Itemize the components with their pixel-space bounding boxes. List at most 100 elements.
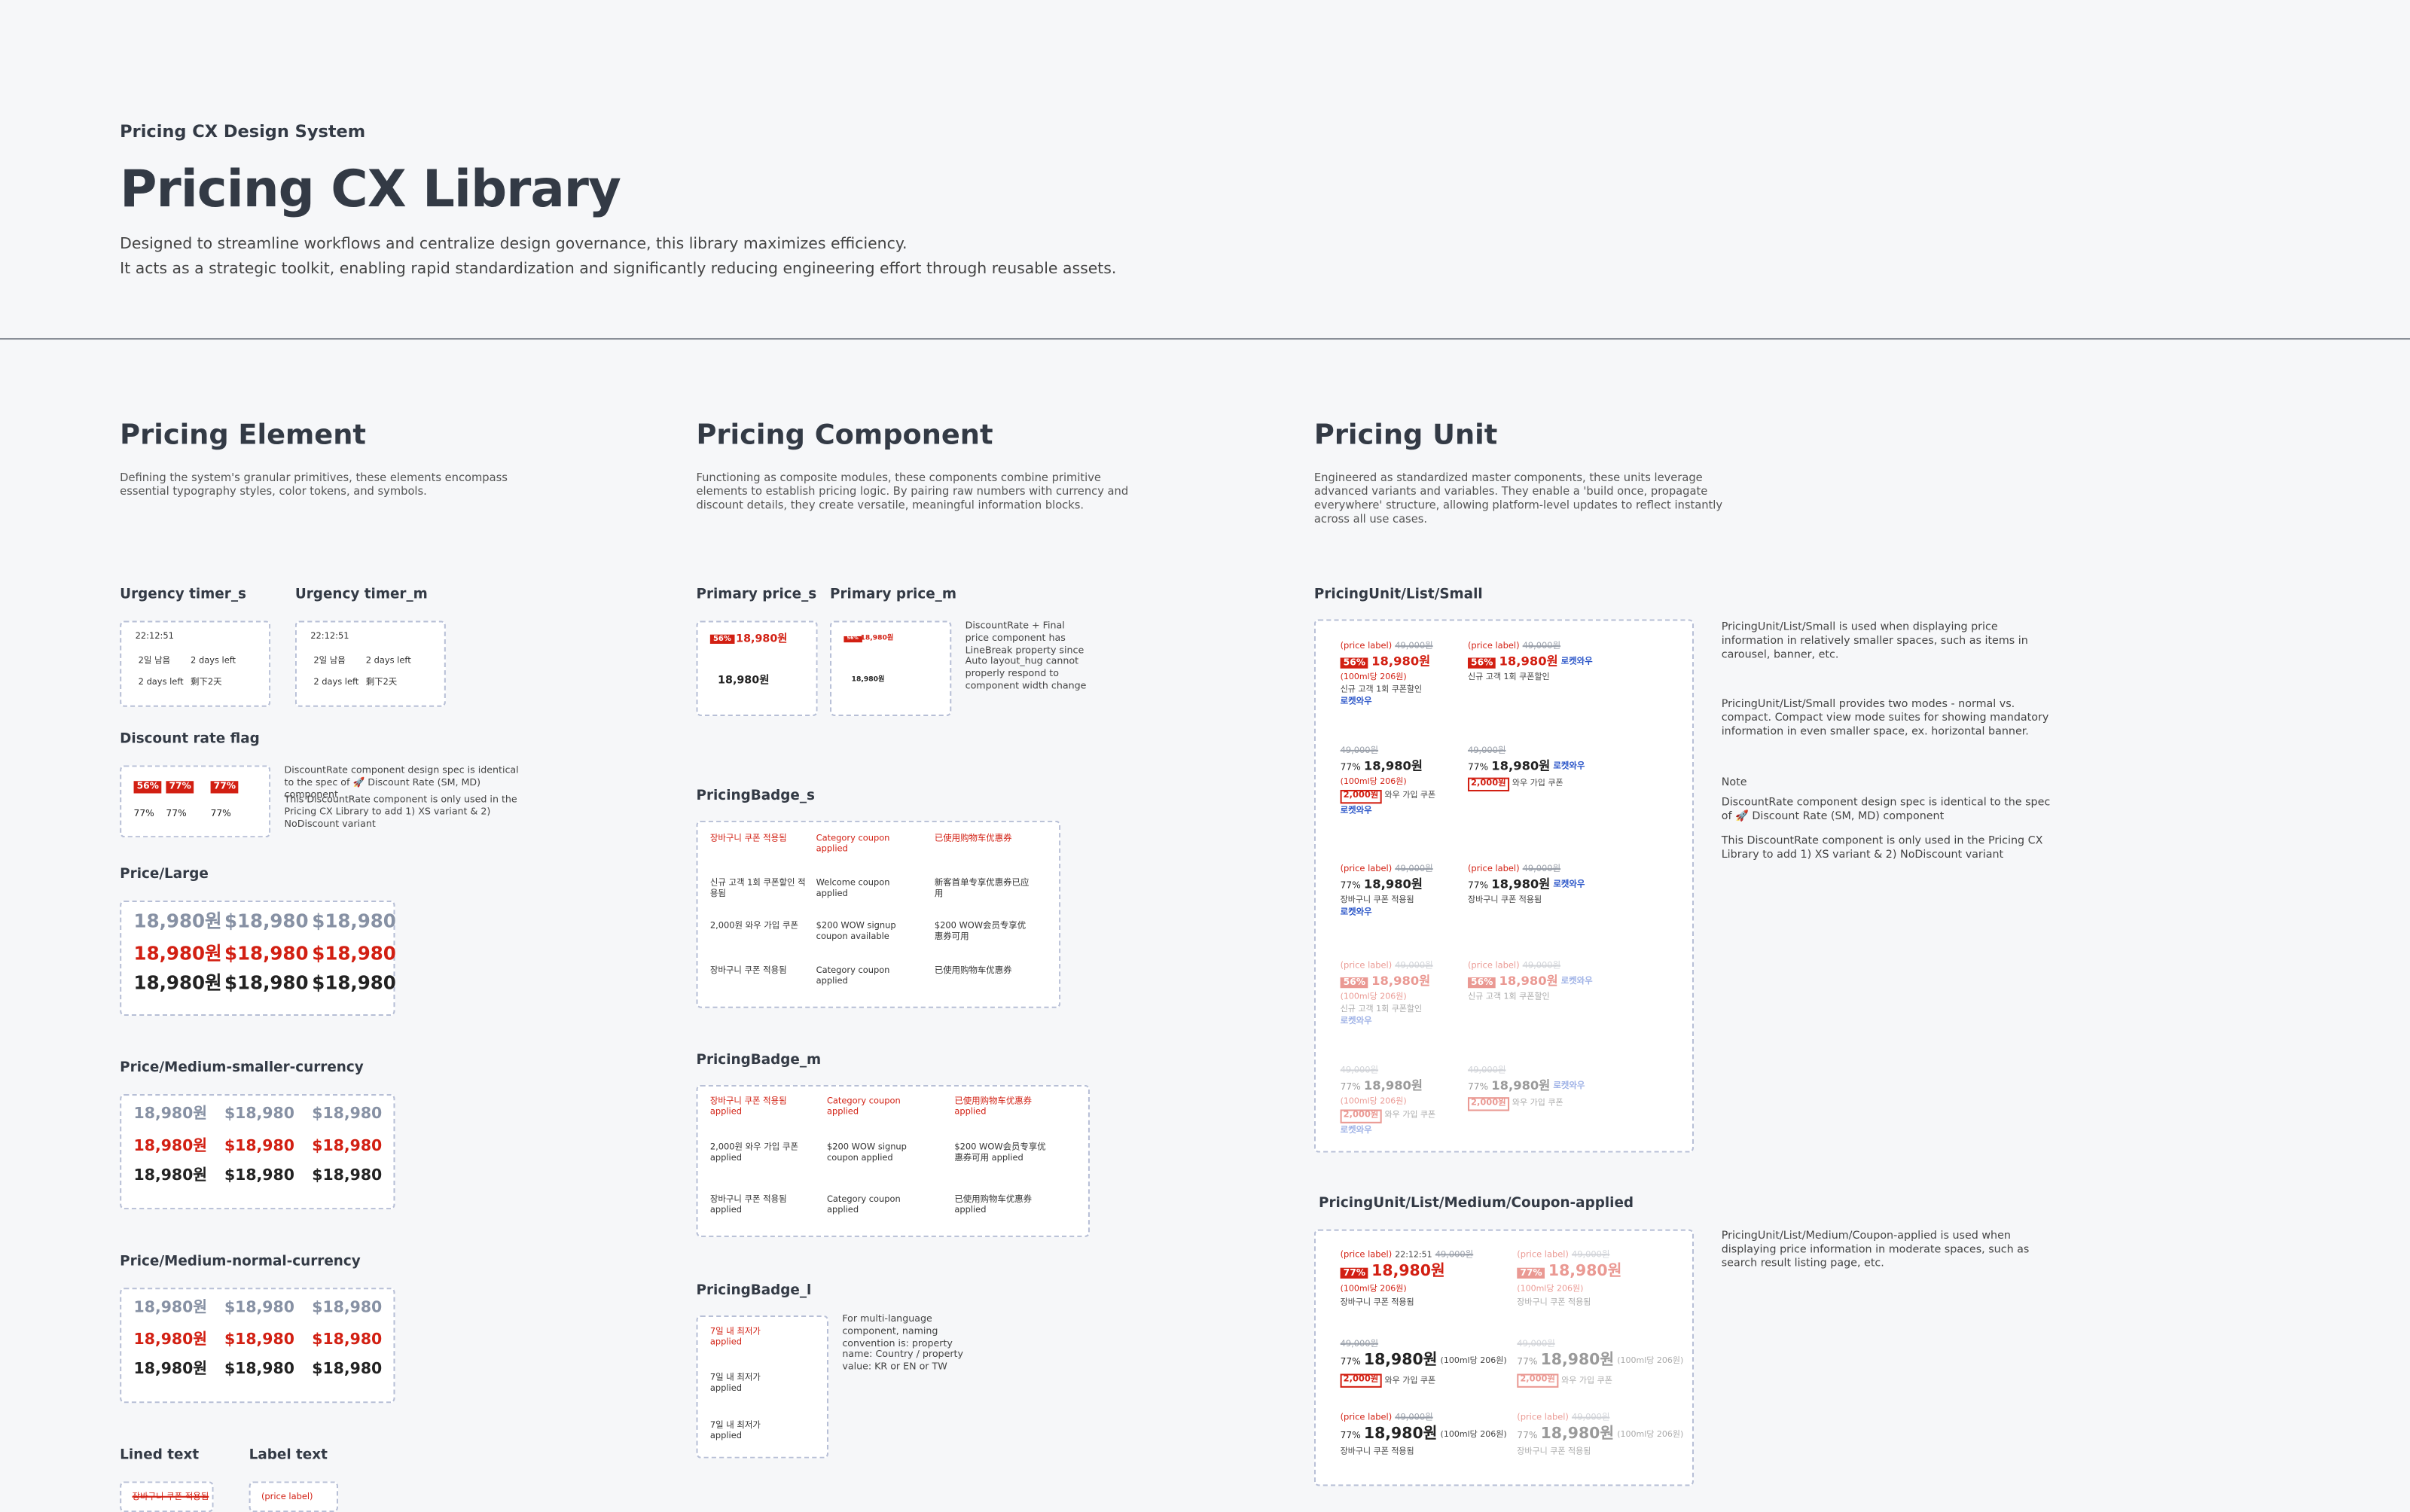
unit-text: (price label) <box>1340 962 1393 971</box>
unit-row: 장바구니 쿠폰 적용됨 <box>1468 896 1585 907</box>
unit-text: 18,980원 <box>1363 760 1423 774</box>
unit-text: 로켓와우 <box>1340 698 1372 708</box>
pricing-unit: 49,000원 77% 18,980원 로켓와우 2,000원 와우 가입 쿠폰 <box>1467 747 1585 791</box>
unit-text: 로켓와우 <box>1553 1081 1585 1091</box>
pricing-unit: 49,000원 77% 18,980원 (100ml당 206원) 2,000원 와우 가… <box>1340 1066 1436 1136</box>
card-title: Lined text <box>120 1448 200 1464</box>
note: PricingUnit/List/Medium/Coupon-applied i… <box>1721 1229 2030 1269</box>
lined-text: 장바구니 쿠폰 적용됨 <box>132 1492 209 1502</box>
card-title: Price/Medium-smaller-currency <box>120 1060 364 1077</box>
unit-text: 77% <box>1340 1267 1369 1279</box>
unit-row: (100ml당 206원) <box>1341 778 1436 788</box>
unit-text: 와우 가입 쿠폰 <box>1561 1376 1612 1385</box>
card <box>696 820 1061 1008</box>
price: $18,980 <box>224 1105 294 1123</box>
pricing-badge: 장바구니 쿠폰 적용됨 <box>709 834 787 844</box>
pricing-badge: 已使用购物车优惠券 <box>934 834 1012 844</box>
pricing-unit: 49,000원 77% 18,980원 (100ml당 206원) 2,000원 와우 가… <box>1340 1340 1507 1389</box>
pricing-badge: 已使用购物车优惠券 applied <box>954 1097 1033 1117</box>
unit-row: (price label) 49,000원 <box>1468 962 1593 973</box>
pricing-unit: (price label) 49,000원 77% 18,980원 로켓와우 장바구니 쿠… <box>1468 865 1585 907</box>
card <box>120 900 395 1016</box>
pricing-badge: Welcome coupon applied <box>816 879 890 899</box>
unit-text: 49,000원 <box>1571 1413 1610 1423</box>
unit-row: 로켓와우 <box>1341 1018 1433 1029</box>
unit-text: 77% <box>1517 1430 1538 1442</box>
unit-text: 18,980원 <box>1371 655 1431 669</box>
unit-text: (100ml당 206원) <box>1440 1431 1507 1440</box>
price: 18,980원 <box>133 1361 208 1379</box>
unit-text: 56% <box>1467 657 1496 669</box>
unit-text: 와우 가입 쿠폰 <box>1512 779 1563 789</box>
unit-text: 77% <box>1467 1081 1489 1093</box>
pricing-badge: 新客首单专享优惠券已应用 <box>934 879 1030 899</box>
unit-row: 신규 고객 1회 쿠폰할인 <box>1468 673 1593 684</box>
note: PricingUnit/List/Small is used when disp… <box>1721 620 2028 660</box>
unit-text: 77% <box>1467 879 1489 892</box>
unit-row: 로켓와우 <box>1341 806 1436 817</box>
unit-row: 로켓와우 <box>1341 699 1433 709</box>
price: $18,980 <box>224 1300 294 1317</box>
unit-text: 56% <box>1340 977 1369 989</box>
unit-text: 49,000원 <box>1517 1340 1555 1349</box>
unit-row: 신규 고객 1회 쿠폰할인 <box>1468 992 1593 1003</box>
unit-text: 49,000원 <box>1435 1251 1474 1261</box>
unit-row: 장바구니 쿠폰 적용됨 <box>1517 1448 1683 1459</box>
unit-row: (100ml당 206원) <box>1341 1097 1436 1108</box>
price: $18,980 <box>224 910 309 932</box>
unit-text: 18,980원 <box>1363 1352 1438 1370</box>
unit-row: 로켓와우 <box>1341 1126 1436 1136</box>
unit-row: (price label) 49,000원 <box>1468 642 1593 653</box>
unit-text: (price label) <box>1340 1413 1393 1423</box>
unit-text: 로켓와우 <box>1340 1126 1372 1136</box>
unit-row: 49,000원 <box>1468 747 1585 758</box>
unit-text: 77% <box>1340 1430 1361 1442</box>
card <box>120 1094 395 1210</box>
unit-text: 와우 가입 쿠폰 <box>1384 791 1436 801</box>
price: $18,980 <box>312 910 396 932</box>
pricing-badge: $200 WOW会员专享优惠券可用 <box>934 922 1027 942</box>
unit-row: (price label) 22:12:51 49,000원 <box>1341 1251 1474 1261</box>
unit-text: 18,980원 <box>1363 1079 1423 1094</box>
unit-text: 18,980원 <box>1548 1264 1622 1281</box>
unit-text: 장바구니 쿠폰 적용됨 <box>1517 1297 1591 1308</box>
price: $18,980 <box>312 1105 383 1123</box>
unit-text: 18,980원 <box>1540 1426 1615 1444</box>
unit-text: (100ml당 206원) <box>1617 1357 1684 1367</box>
unit-text: (price label) <box>1467 962 1520 971</box>
unit-text: 18,980원 <box>1499 655 1558 669</box>
card <box>120 1288 395 1404</box>
pricing-unit: (price label) 49,000원 77% 18,980원 (100ml당 20… <box>1517 1251 1621 1308</box>
discount-flag: 56% <box>709 634 734 645</box>
price: 18,980원 <box>860 635 894 643</box>
unit-row: 77% 18,980원 로켓와우 <box>1468 1080 1585 1095</box>
unit-text: 2,000원 <box>1340 790 1382 804</box>
unit-text: 신규 고객 1회 쿠폰할인 <box>1340 685 1423 695</box>
unit-text: 77% <box>1517 1267 1545 1279</box>
unit-text: 장바구니 쿠폰 적용됨 <box>1517 1448 1591 1458</box>
unit-row: 56% 18,980원 로켓와우 <box>1467 655 1593 670</box>
price: 18,980원 <box>133 1105 208 1123</box>
unit-row: (100ml당 206원) <box>1517 1285 1621 1296</box>
card-title: Label text <box>249 1448 328 1464</box>
unit-text: 18,980원 <box>1540 1352 1615 1370</box>
unit-row: 장바구니 쿠폰 적용됨 <box>1341 1448 1507 1459</box>
card-title: PricingUnit/List/Medium/Coupon-applied <box>1319 1196 1634 1212</box>
unit-text: 22:12:51 <box>1395 1251 1432 1261</box>
price: 18,980원 <box>133 1138 208 1156</box>
section-description: Defining the system's granular primitive… <box>120 470 508 498</box>
unit-row: 2,000원 와우 가입 쿠폰 <box>1467 777 1585 791</box>
unit-text: 56% <box>1467 977 1496 989</box>
unit-row: 49,000원 <box>1341 1066 1436 1077</box>
unit-row: 56% 18,980원 <box>1340 974 1433 990</box>
unit-text: 49,000원 <box>1522 962 1561 971</box>
unit-text: 49,000원 <box>1395 962 1433 971</box>
unit-text: 18,980원 <box>1371 974 1431 989</box>
pricing-badge: Category coupon applied <box>826 1195 901 1216</box>
card <box>294 620 446 707</box>
unit-text: (100ml당 206원) <box>1340 1285 1407 1295</box>
unit-text: (price label) <box>1467 642 1520 652</box>
note: For multi-language component, naming con… <box>842 1313 963 1373</box>
timer-text: 2일 남음 <box>313 657 346 666</box>
